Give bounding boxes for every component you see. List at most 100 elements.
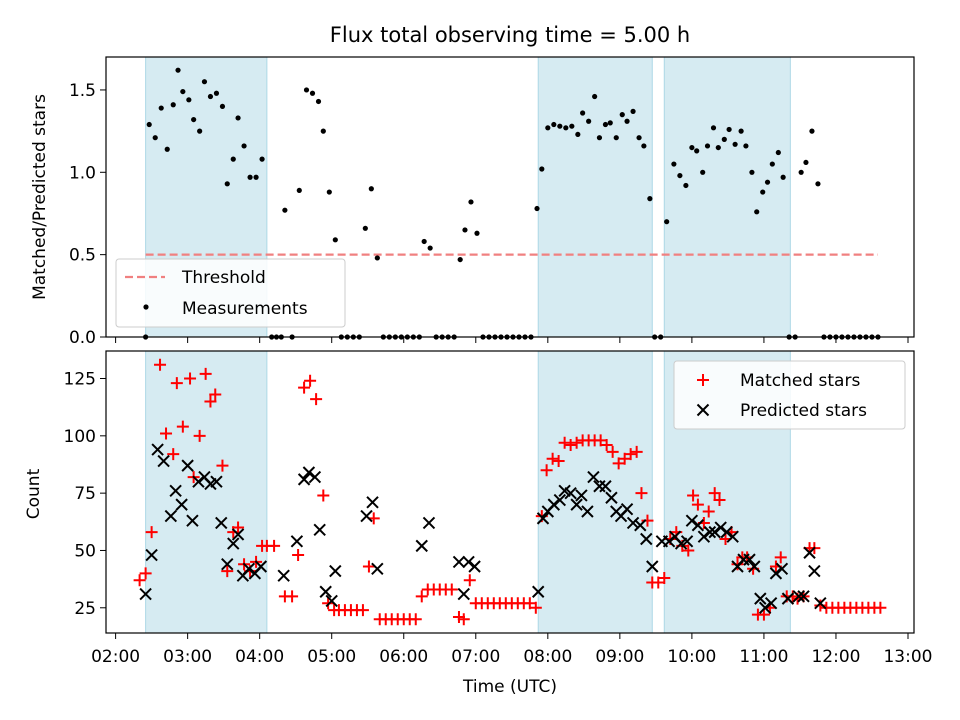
matched-stars-point xyxy=(731,558,744,571)
predicted-stars-point xyxy=(697,530,711,543)
predicted-stars-point xyxy=(319,585,332,598)
measurement-point xyxy=(146,121,152,128)
predicted-stars-point xyxy=(581,505,594,518)
measurement-point xyxy=(647,196,653,202)
predicted-stars-point xyxy=(626,516,640,530)
x-tick-label: 08:00 xyxy=(523,647,572,667)
predicted-stars-point xyxy=(145,548,158,562)
bottom-panel: 25 50 75 100 125 02:00 03:00 04:00 05:00 06:00 07:… xyxy=(64,350,932,667)
measurement-point xyxy=(303,87,310,93)
matched-stars-point xyxy=(304,374,317,387)
matched-stars-point xyxy=(529,601,542,614)
measurement-point xyxy=(569,123,575,129)
predicted-stars-point xyxy=(769,567,783,580)
chart-title: Flux total observing time = 5.00 h xyxy=(330,23,690,47)
predicted-stars-point xyxy=(726,530,739,543)
matched-stars-point xyxy=(774,551,787,564)
matched-stars-point xyxy=(232,521,245,534)
predicted-stars-point xyxy=(164,509,178,523)
matched-stars-point xyxy=(184,372,197,385)
measurement-point xyxy=(630,108,636,114)
y-tick-label: 1.5 xyxy=(69,81,96,101)
axes-frame xyxy=(105,56,915,338)
measurement-point xyxy=(315,98,322,105)
predicted-stars-point xyxy=(169,484,182,498)
predicted-stars-point xyxy=(814,596,827,610)
measurement-point xyxy=(726,126,732,133)
matched-stars-point xyxy=(176,420,189,433)
x-tick-label: 04:00 xyxy=(235,647,284,667)
matched-stars-point xyxy=(415,590,428,603)
measurement-point xyxy=(683,182,689,189)
predicted-stars-point xyxy=(468,560,481,573)
matched-stars-point xyxy=(317,489,330,502)
predicted-stars-point xyxy=(599,480,612,493)
x-axis-label: Time (UTC) xyxy=(462,677,557,697)
predicted-stars-point xyxy=(210,475,223,488)
observing-interval-band xyxy=(537,350,653,634)
measurement-point xyxy=(158,105,164,111)
measurement-point xyxy=(309,90,316,96)
measurement-point xyxy=(152,135,158,141)
matched-stars-point xyxy=(558,436,571,449)
measurement-point xyxy=(721,136,727,142)
y-tick-label: 125 xyxy=(64,370,96,390)
measurement-point xyxy=(809,128,815,134)
measurement-point xyxy=(207,93,214,100)
measurement-point xyxy=(551,121,557,128)
measurement-point xyxy=(213,90,220,96)
predicted-stars-point xyxy=(646,560,659,573)
predicted-stars-point xyxy=(242,562,256,576)
matched-stars-point xyxy=(687,489,700,502)
measurement-point xyxy=(534,205,540,212)
measurement-point xyxy=(175,67,181,73)
matched-stars-point xyxy=(570,436,583,449)
predicted-stars-point xyxy=(536,512,550,525)
matched-stars-point xyxy=(713,494,726,507)
legend-predicted-swatch xyxy=(696,403,710,417)
matched-stars-point xyxy=(209,388,222,401)
predicted-stars-point xyxy=(781,592,795,605)
measurement-point xyxy=(557,123,563,129)
measurement-point xyxy=(815,181,821,187)
legend-measurements-swatch xyxy=(143,304,149,310)
matched-stars-point xyxy=(286,590,299,603)
measurement-point xyxy=(775,149,781,156)
measurement-point xyxy=(421,238,427,245)
predicted-stars-point xyxy=(758,601,772,614)
predicted-stars-point xyxy=(620,502,634,516)
measurement-point xyxy=(780,174,786,180)
x-tick-label: 12:00 xyxy=(811,647,860,667)
measurement-point xyxy=(592,93,598,100)
legend-threshold-label: Threshold xyxy=(181,268,266,288)
measurement-point xyxy=(230,156,236,162)
matched-stars-point xyxy=(133,574,146,587)
measurement-point xyxy=(732,141,738,147)
matched-stars-point xyxy=(292,549,305,562)
measurement-point xyxy=(602,121,609,128)
measurement-point xyxy=(624,118,630,124)
matched-stars-point xyxy=(409,613,422,626)
measurement-point xyxy=(694,148,700,154)
matched-stars-point xyxy=(874,601,887,614)
predicted-stars-point xyxy=(575,489,588,502)
predicted-stars-point xyxy=(685,514,699,527)
measurement-point xyxy=(575,131,581,138)
matched-stars-point xyxy=(652,576,665,589)
predicted-stars-point xyxy=(803,546,816,559)
predicted-stars-point xyxy=(297,473,311,486)
predicted-stars-point xyxy=(181,459,194,472)
measurement-point xyxy=(803,159,809,166)
measurement-point xyxy=(320,128,326,134)
predicted-stars-point xyxy=(703,525,717,539)
matched-stars-point xyxy=(167,448,180,461)
measurement-point xyxy=(332,237,338,243)
matched-stars-point xyxy=(814,599,827,612)
matched-stars-point xyxy=(193,429,206,442)
predicted-stars-point xyxy=(748,560,761,573)
measurement-point xyxy=(743,143,749,149)
matched-stars-point xyxy=(457,613,470,626)
predicted-stars-point xyxy=(714,521,727,534)
measurement-point xyxy=(186,97,192,103)
predicted-stars-point xyxy=(680,535,694,548)
